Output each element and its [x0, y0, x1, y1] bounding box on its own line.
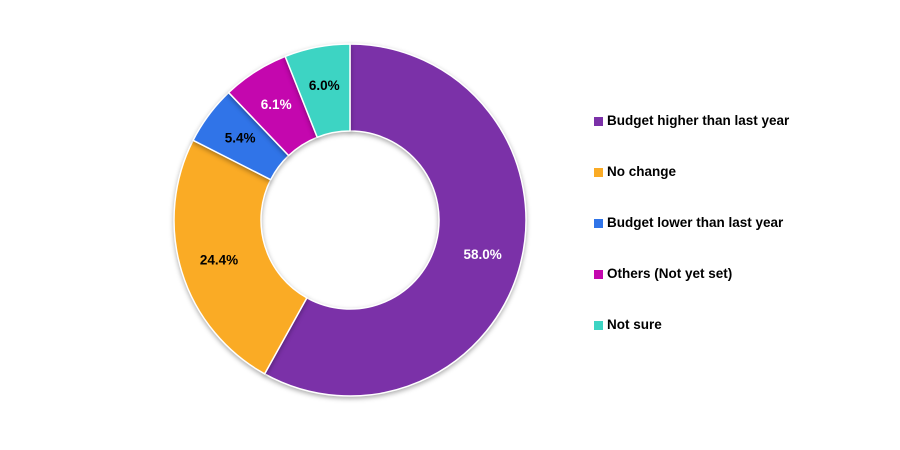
legend-label-no-change: No change: [607, 164, 677, 179]
legend-marker-not-sure: [594, 320, 603, 330]
legend-item-budget-lower: Budget lower than last year: [594, 214, 789, 232]
legend-label-budget-higher: Budget higher than last year: [607, 113, 790, 128]
legend-item-not-sure: Not sure: [594, 316, 789, 334]
slice-value-label-2: 5.4%: [225, 131, 256, 146]
legend-label-not-sure: Not sure: [607, 317, 662, 332]
chart-legend: Budget higher than last year No change B…: [594, 112, 789, 367]
legend-marker-others: [594, 269, 603, 279]
slice-value-label-1: 24.4%: [200, 253, 238, 268]
legend-marker-budget-lower: [594, 218, 603, 228]
slice-value-label-0: 58.0%: [463, 247, 501, 262]
legend-item-budget-higher: Budget higher than last year: [594, 112, 789, 130]
legend-marker-no-change: [594, 167, 603, 177]
donut-slice-0: [263, 43, 527, 397]
donut-slice-1: [173, 139, 308, 375]
legend-label-budget-lower: Budget lower than last year: [607, 215, 784, 230]
donut-slice-4: [284, 43, 351, 139]
legend-item-others: Others (Not yet set): [594, 265, 789, 283]
legend-label-others: Others (Not yet set): [607, 266, 733, 281]
slice-value-label-3: 6.1%: [261, 97, 292, 112]
slice-value-label-4: 6.0%: [309, 78, 340, 93]
legend-marker-budget-higher: [594, 116, 603, 126]
legend-item-no-change: No change: [594, 163, 789, 181]
